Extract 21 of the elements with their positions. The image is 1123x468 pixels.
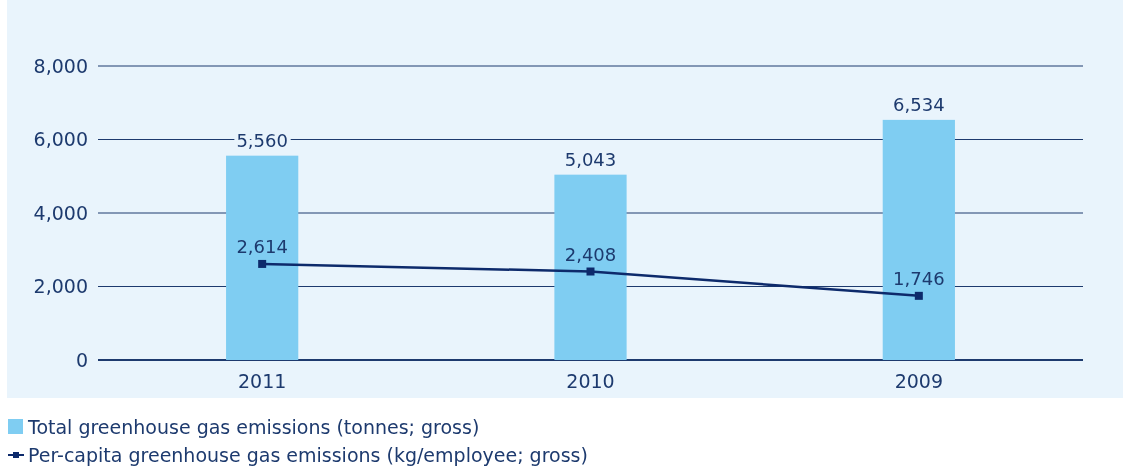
legend-label: Per-capita greenhouse gas emissions (kg/employee; gross) xyxy=(28,443,588,466)
y-tick-label: 4,000 xyxy=(33,201,88,224)
data-label: 1,746 xyxy=(893,267,945,289)
data-label: 2,614 xyxy=(236,235,288,257)
data-label: 2,408 xyxy=(564,243,617,265)
x-tick-label: 2009 xyxy=(894,370,944,392)
point xyxy=(586,267,595,276)
y-tick-label: 2,000 xyxy=(33,275,88,298)
point xyxy=(914,291,923,300)
point xyxy=(258,259,267,268)
x-tick-label: 2011 xyxy=(237,370,287,392)
y-tick-label: 0 xyxy=(75,348,88,371)
y-tick-label: 6,000 xyxy=(33,128,88,151)
legend-label: Total greenhouse gas emissions (tonnes; gross) xyxy=(27,415,480,438)
bar xyxy=(226,155,299,360)
bar xyxy=(554,174,627,360)
data-label: 5,043 xyxy=(564,148,617,170)
y-tick-label: 8,000 xyxy=(33,54,88,77)
x-tick-label: 2010 xyxy=(566,370,615,392)
bar xyxy=(882,119,955,360)
data-label: 6,534 xyxy=(893,93,945,115)
